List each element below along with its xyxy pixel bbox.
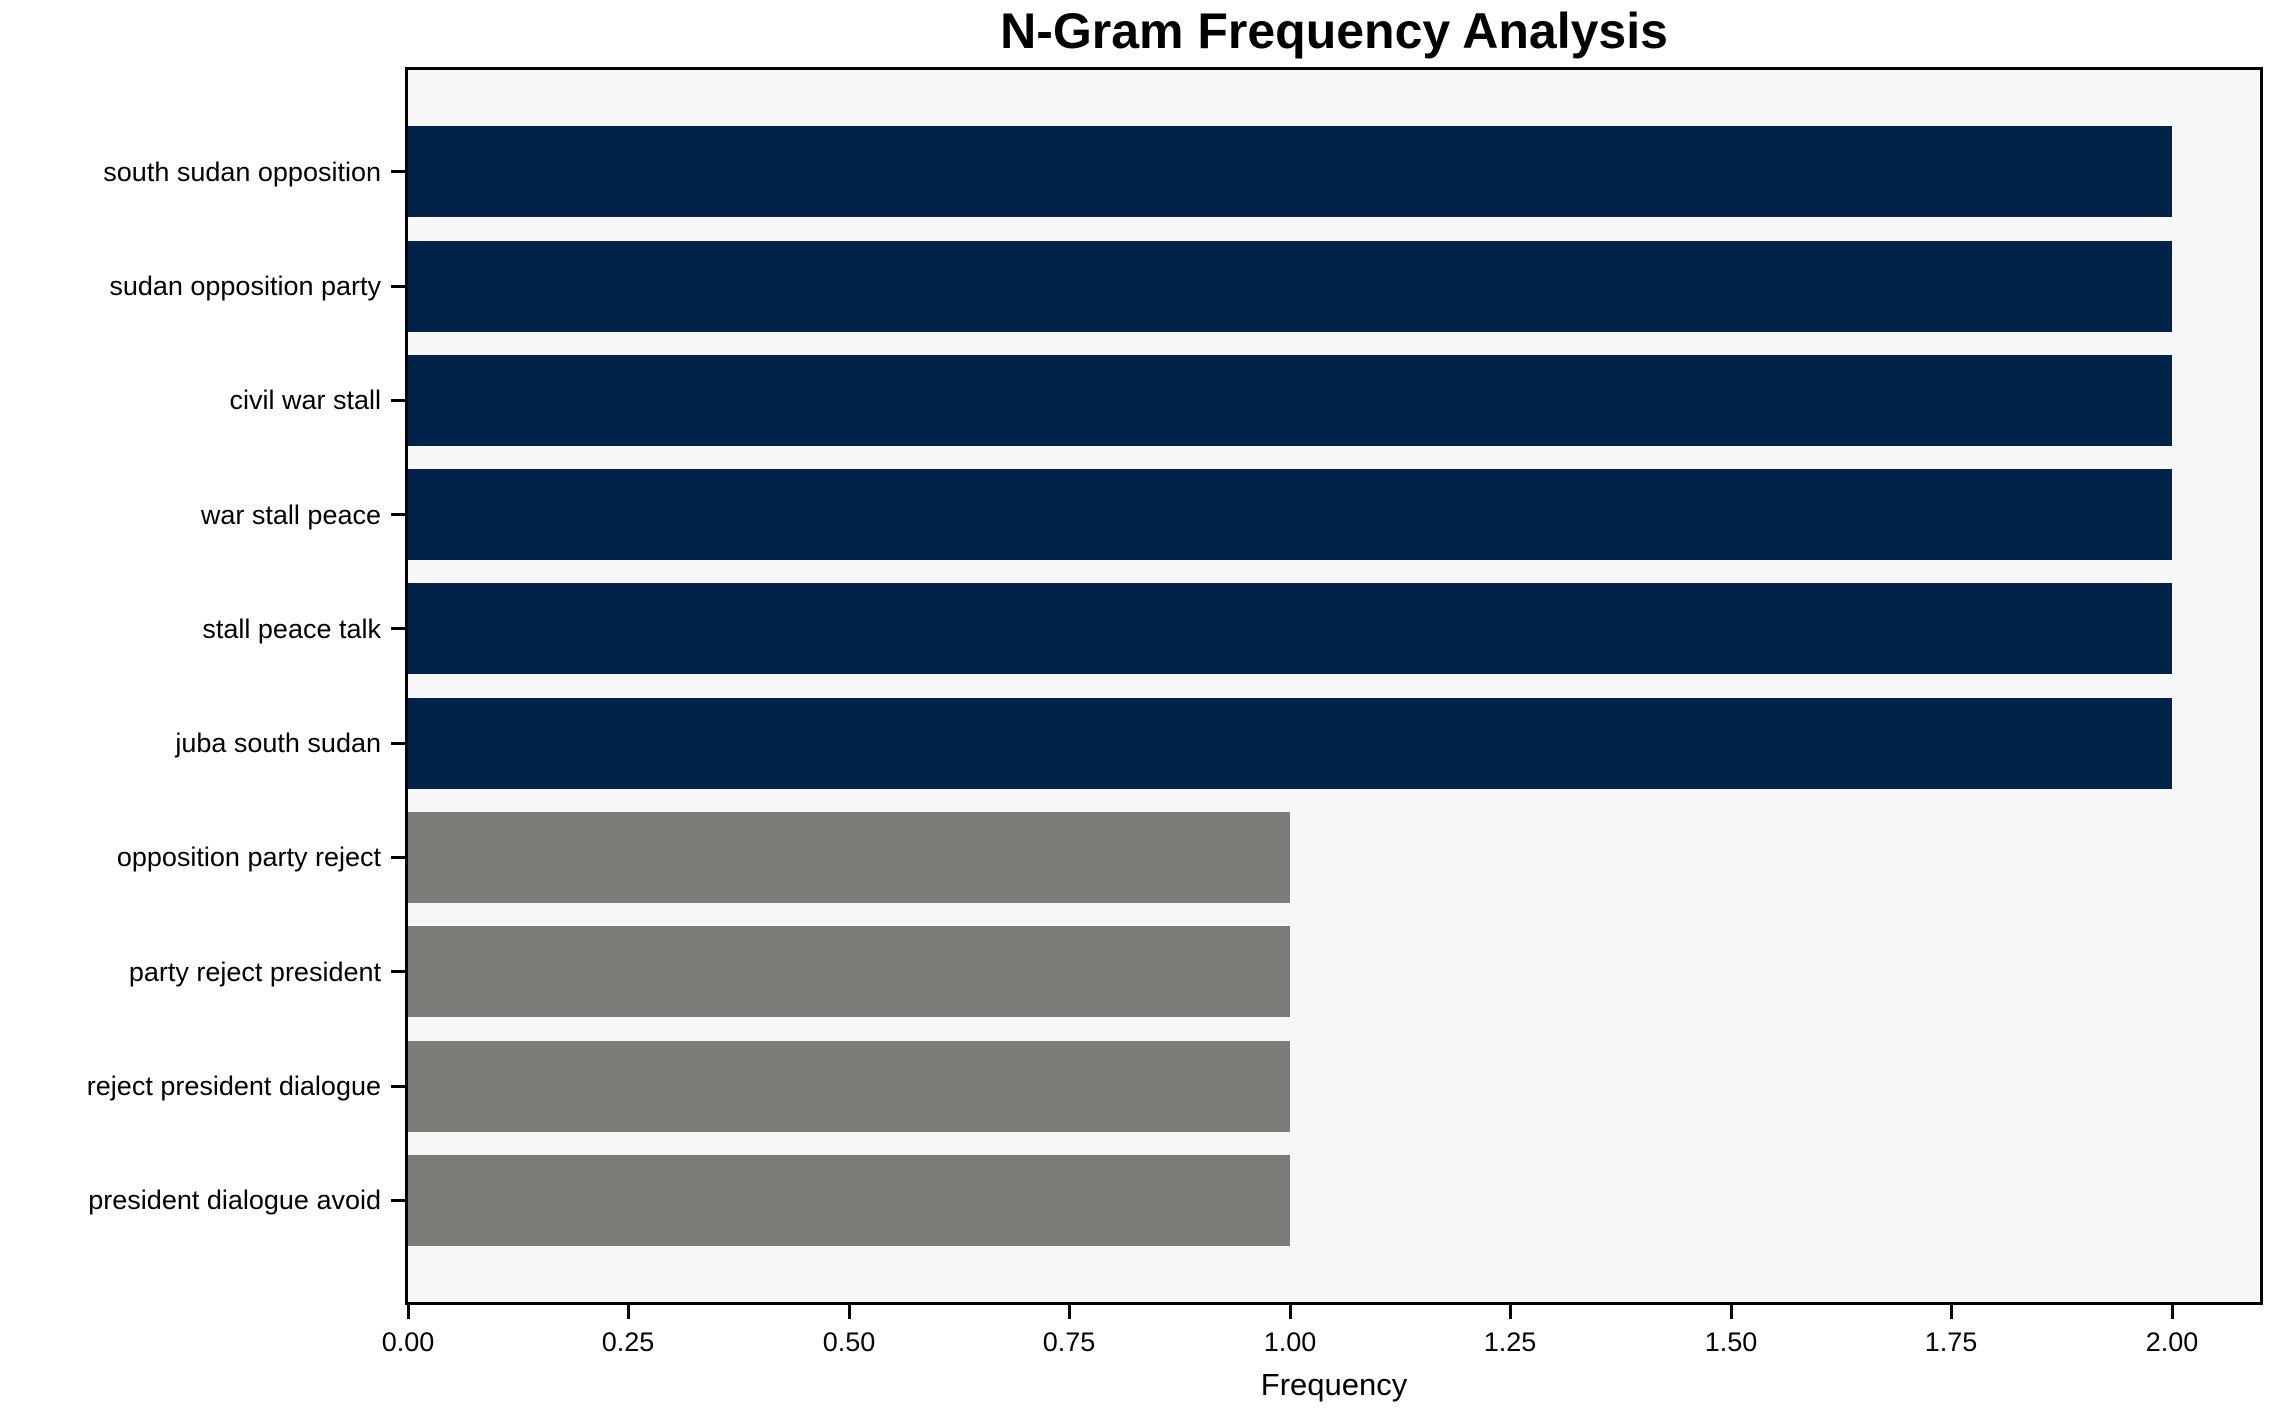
x-tick-label: 2.00 [2145, 1327, 2199, 1357]
y-tick-mark [391, 627, 405, 630]
y-tick-mark [391, 513, 405, 516]
x-tick-label: 0.00 [381, 1327, 435, 1357]
x-tick-mark [1509, 1305, 1512, 1319]
y-tick-label: reject president dialogue [86, 1071, 381, 1101]
y-tick-mark [391, 1199, 405, 1202]
y-tick-label: party reject president [128, 957, 381, 987]
x-tick-label: 0.75 [1042, 1327, 1096, 1357]
y-tick-mark [391, 970, 405, 973]
y-tick-label: war stall peace [200, 500, 381, 530]
y-tick-mark [391, 856, 405, 859]
bar-party-reject-president [408, 926, 1290, 1017]
y-tick-label: stall peace talk [202, 614, 381, 644]
x-tick-mark [2171, 1305, 2174, 1319]
y-tick-label: juba south sudan [175, 728, 381, 758]
y-tick-label: sudan opposition party [109, 271, 381, 301]
x-tick-mark [1068, 1305, 1071, 1319]
y-tick-label: south sudan opposition [103, 157, 381, 187]
x-tick-mark [1730, 1305, 1733, 1319]
bar-reject-president-dialogue [408, 1041, 1290, 1132]
bar-sudan-opposition-party [408, 241, 2172, 332]
plot-area [405, 67, 2263, 1305]
bar-south-sudan-opposition [408, 126, 2172, 217]
x-tick-label: 1.00 [1263, 1327, 1317, 1357]
y-tick-mark [391, 170, 405, 173]
bar-opposition-party-reject [408, 812, 1290, 903]
y-tick-mark [391, 399, 405, 402]
x-tick-label: 0.25 [601, 1327, 655, 1357]
bar-civil-war-stall [408, 355, 2172, 446]
bar-stall-peace-talk [408, 583, 2172, 674]
y-tick-mark [391, 1085, 405, 1088]
x-tick-mark [1950, 1305, 1953, 1319]
x-tick-mark [407, 1305, 410, 1319]
x-axis-title: Frequency [1260, 1367, 1408, 1402]
x-tick-label: 0.50 [822, 1327, 876, 1357]
bar-president-dialogue-avoid [408, 1155, 1290, 1246]
y-tick-label: opposition party reject [116, 842, 381, 872]
x-tick-mark [627, 1305, 630, 1319]
y-tick-label: president dialogue avoid [88, 1185, 381, 1215]
y-tick-mark [391, 285, 405, 288]
x-tick-label: 1.75 [1924, 1327, 1978, 1357]
y-tick-mark [391, 742, 405, 745]
x-tick-mark [1289, 1305, 1292, 1319]
x-tick-label: 1.25 [1483, 1327, 1537, 1357]
y-tick-label: civil war stall [229, 385, 381, 415]
chart-title: N-Gram Frequency Analysis [1000, 3, 1668, 59]
x-tick-label: 1.50 [1704, 1327, 1758, 1357]
bar-juba-south-sudan [408, 698, 2172, 789]
bar-war-stall-peace [408, 469, 2172, 560]
x-tick-mark [848, 1305, 851, 1319]
